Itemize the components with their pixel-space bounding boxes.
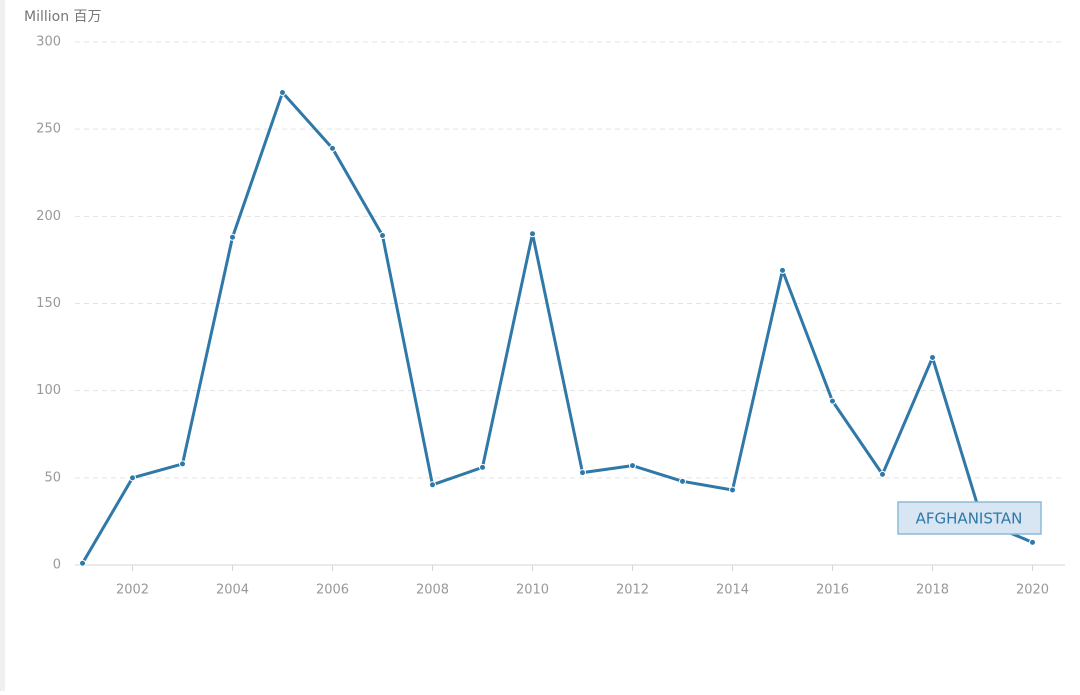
x-tick-label: 2020 — [1016, 583, 1049, 598]
y-tick-label: 50 — [44, 470, 61, 485]
y-axis-label: Million 百万 — [24, 9, 102, 25]
y-tick-label: 100 — [36, 383, 61, 398]
y-tick-label: 200 — [36, 209, 61, 224]
point — [279, 89, 286, 97]
point — [779, 266, 786, 274]
y-tick-label: 150 — [36, 296, 61, 311]
x-tick-label: 2002 — [116, 583, 149, 598]
point — [179, 460, 186, 468]
y-tick-label: 300 — [36, 35, 61, 50]
x-tick-label: 2004 — [216, 583, 249, 598]
point — [529, 230, 536, 238]
point — [79, 559, 86, 567]
series-label: AFGHANISTAN — [916, 510, 1023, 528]
point — [429, 481, 436, 489]
x-tick-label: 2014 — [716, 583, 749, 598]
x-tick-label: 2012 — [616, 583, 649, 598]
x-tick-label: 2010 — [516, 583, 549, 598]
y-tick-label: 250 — [36, 122, 61, 137]
point — [879, 470, 886, 478]
left-border — [0, 0, 5, 691]
x-tick-label: 2016 — [816, 583, 849, 598]
point — [229, 233, 236, 241]
point — [929, 354, 936, 362]
point — [329, 144, 336, 152]
y-tick-label: 0 — [53, 558, 61, 573]
x-tick-label: 2006 — [316, 583, 349, 598]
point — [479, 463, 486, 471]
point — [379, 232, 386, 240]
point — [679, 477, 686, 485]
point — [629, 462, 636, 470]
series-line — [81, 91, 1034, 565]
point — [1029, 538, 1036, 546]
point — [579, 469, 586, 477]
x-tick-label: 2018 — [916, 583, 949, 598]
point — [129, 474, 136, 482]
x-tick-label: 2008 — [416, 583, 449, 598]
point — [829, 397, 836, 405]
point — [729, 486, 736, 494]
series-label-box — [897, 501, 1042, 535]
